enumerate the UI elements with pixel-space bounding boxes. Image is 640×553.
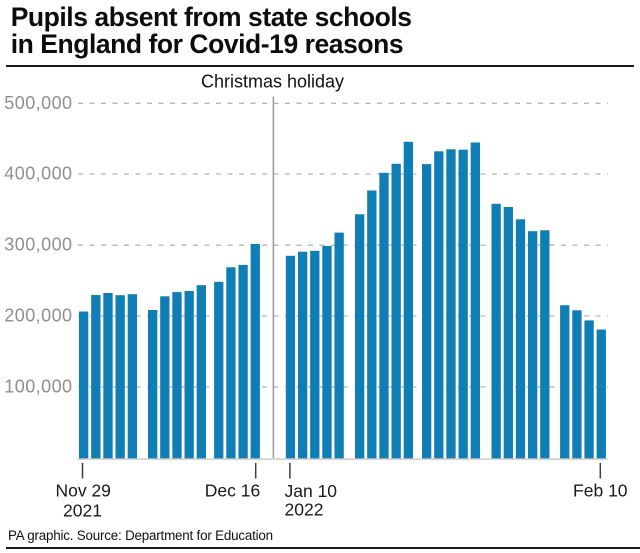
- svg-text:200,000: 200,000: [4, 305, 72, 325]
- svg-text:Nov 29: Nov 29: [55, 481, 110, 501]
- svg-text:Dec 16: Dec 16: [205, 481, 260, 501]
- svg-text:Jan 10: Jan 10: [285, 481, 338, 501]
- svg-text:PA graphic. Source: Department: PA graphic. Source: Department for Educa…: [8, 528, 273, 543]
- svg-text:Feb 10: Feb 10: [573, 480, 628, 500]
- svg-text:300,000: 300,000: [4, 235, 72, 255]
- svg-text:Christmas holiday: Christmas holiday: [201, 72, 344, 92]
- svg-text:in England for Covid-19 reason: in England for Covid-19 reasons: [11, 29, 403, 59]
- svg-text:2022: 2022: [285, 500, 324, 520]
- svg-text:100,000: 100,000: [4, 376, 72, 396]
- svg-text:2021: 2021: [63, 501, 102, 521]
- svg-text:500,000: 500,000: [4, 93, 72, 113]
- svg-text:Pupils absent from state schoo: Pupils absent from state schools: [11, 2, 412, 32]
- svg-text:400,000: 400,000: [4, 164, 72, 184]
